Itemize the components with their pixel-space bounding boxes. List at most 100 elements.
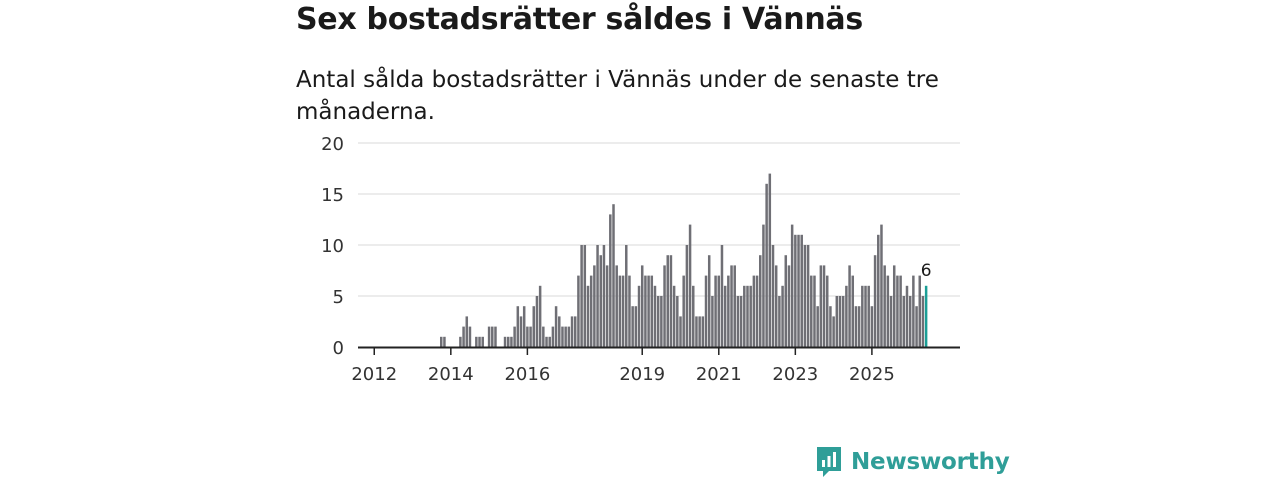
y-tick-label: 5 [333,287,344,308]
bar [612,204,615,347]
bar [727,275,730,347]
bar [551,326,555,347]
bar [778,296,781,347]
bar [529,326,532,347]
bar [851,275,855,347]
bar [790,224,794,347]
bar [864,285,867,347]
bar [558,316,561,347]
bar [647,275,650,347]
bar [800,234,803,347]
bar [743,285,746,347]
bar [899,275,902,347]
bar [781,285,784,347]
bar [593,265,596,347]
bar [637,285,641,347]
bar [752,275,756,347]
bar [513,326,516,347]
bar [841,296,845,347]
bar [806,245,810,347]
bar [711,296,714,347]
bar [443,336,446,347]
bar [701,316,705,347]
bar [810,275,813,347]
bar [650,275,654,347]
bar [692,285,695,347]
bar [494,326,497,347]
bar [596,245,599,347]
bar [880,224,883,347]
bar [669,255,673,347]
bar [730,265,733,347]
y-tick-label: 0 [333,338,344,359]
bar [774,265,778,347]
bar [832,316,835,347]
bar [522,306,526,347]
bar [765,183,768,347]
bar [819,265,823,347]
bar [861,285,864,347]
bar [908,296,912,347]
y-tick-label: 10 [321,236,344,257]
bar [889,296,893,347]
bar [873,255,877,347]
bar [707,255,711,347]
bar [586,285,590,347]
bar [746,285,749,347]
bar [688,224,692,347]
bar [918,275,921,347]
bar [516,306,520,347]
bar [573,316,577,347]
newsworthy-logo: Newsworthy [815,445,1010,479]
bar [733,265,736,347]
bar [825,275,829,347]
bar [615,265,618,347]
bar [822,265,826,347]
bars [440,173,928,347]
bar [736,296,740,347]
bar [829,306,832,347]
x-tick-label: 2023 [772,364,818,385]
bar [538,285,542,347]
x-tick-label: 2025 [849,364,895,385]
bar [762,224,765,347]
bar [816,306,819,347]
bar [535,296,539,347]
bar [640,265,644,347]
y-axis-labels: 0 5 10 15 20 [321,134,344,359]
x-tick-label: 2019 [619,364,665,385]
bar [794,234,797,347]
bar [634,306,638,347]
bar [886,275,890,347]
bar [838,296,842,347]
bar [532,306,536,347]
bar [845,285,848,347]
bar [835,296,839,347]
bar [548,336,551,347]
bar [672,285,676,347]
bar [519,316,523,347]
bar [679,316,682,347]
x-tick-label: 2021 [696,364,742,385]
bar [739,296,743,347]
bar [631,306,634,347]
bar [877,234,880,347]
bar [755,275,759,347]
bar [813,275,816,347]
bar [459,336,462,347]
bar [506,336,510,347]
bar [625,245,628,347]
bar [656,296,660,347]
bar [567,326,571,347]
bar [618,275,622,347]
bar [685,245,689,347]
bar [580,245,583,347]
bar [857,306,861,347]
bar [896,275,899,347]
bar [720,245,724,347]
bar [867,285,870,347]
bar [797,234,800,347]
bar [602,245,606,347]
bar [542,326,545,347]
bar [526,326,529,347]
